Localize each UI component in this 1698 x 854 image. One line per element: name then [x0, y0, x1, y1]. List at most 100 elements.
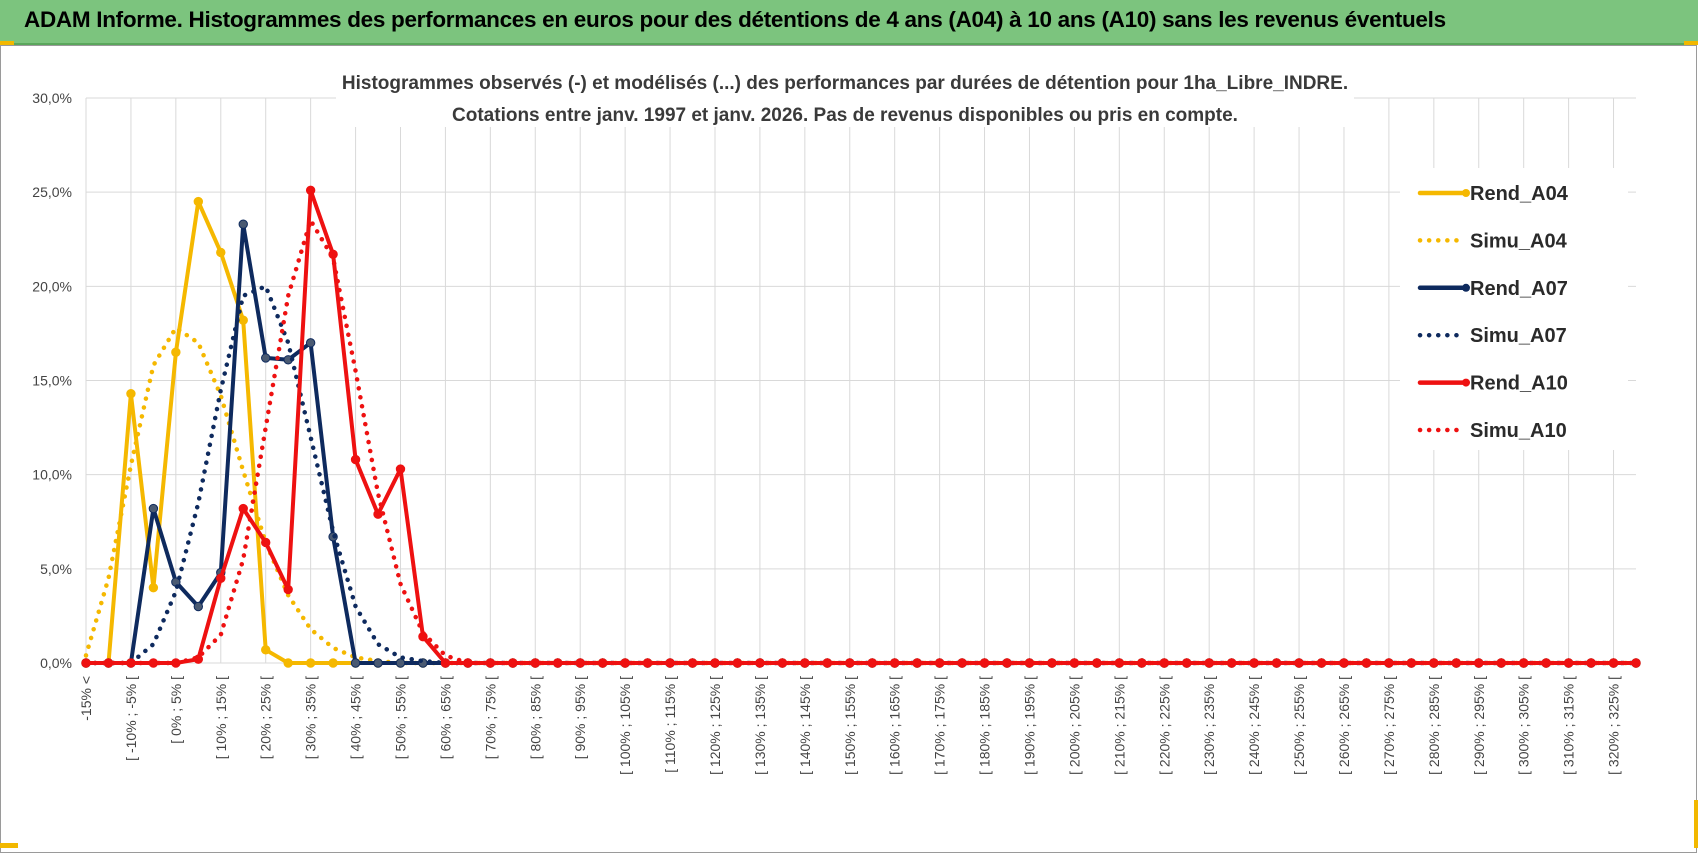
data-point: [238, 315, 248, 325]
series-Simu_A10: [83, 218, 1639, 666]
chart-legend: Rend_A04 Simu_A04 Rend_A07 Simu_A07 Rend_A10…: [1400, 168, 1628, 450]
data-point: [350, 454, 361, 465]
data-point: [261, 353, 271, 363]
data-point: [216, 573, 226, 583]
x-tick-label: [ 230% ; 235% [: [1201, 676, 1217, 775]
x-tick-label: [ 140% ; 145% [: [797, 676, 813, 775]
data-point: [126, 388, 136, 399]
x-tick-label: [ 280% ; 285% [: [1426, 676, 1442, 775]
data-point: [193, 196, 204, 207]
legend-label: Simu_A04: [1470, 230, 1568, 252]
x-tick-label: [ 250% ; 255% [: [1291, 676, 1307, 775]
chart-frame: [0, 45, 1697, 853]
title-backdrop: [336, 63, 1354, 127]
legend-item-Rend_A04: Rend_A04: [1417, 183, 1569, 205]
x-tick-label: [ 320% ; 325% [: [1606, 676, 1622, 775]
legend-item-Simu_A07: Simu_A07: [1417, 325, 1567, 347]
x-tick-label: [ 70% ; 75% [: [482, 676, 498, 759]
data-point: [283, 584, 293, 595]
legend-item-Rend_A07: Rend_A07: [1417, 278, 1568, 300]
x-tick-label: [ 180% ; 185% [: [977, 676, 993, 775]
data-point: [305, 338, 316, 348]
x-tick-label: [ 20% ; 25% [: [258, 676, 274, 759]
data-point: [283, 658, 293, 668]
data-point: [238, 219, 248, 229]
x-tick-label: [ 240% ; 245% [: [1246, 676, 1262, 775]
x-tick-label: [ 130% ; 135% [: [752, 676, 768, 775]
grid-lines: [85, 97, 1636, 664]
x-tick-label: [ 100% ; 105% [: [617, 676, 633, 775]
data-point: [328, 658, 338, 668]
legend-label: Rend_A10: [1470, 373, 1568, 395]
data-point: [193, 601, 204, 612]
report-header: ADAM Informe. Histogrammes des performan…: [0, 0, 1698, 45]
x-tick-label: [ 90% ; 95% [: [572, 676, 588, 759]
x-tick-label: [ 80% ; 85% [: [527, 676, 543, 759]
y-tick-label: 5,0%: [40, 561, 72, 577]
legend-marker: [1462, 283, 1470, 292]
data-point: [395, 658, 406, 668]
report-title: ADAM Informe. Histogrammes des performan…: [24, 7, 1446, 32]
data-point: [373, 658, 383, 668]
legend-label: Rend_A07: [1470, 278, 1568, 300]
data-point: [261, 645, 271, 655]
series-line: [83, 218, 1639, 666]
legend-backdrop: [1400, 168, 1628, 450]
x-tick-label: [ 150% ; 155% [: [842, 676, 858, 775]
x-tick-label: [ 300% ; 305% [: [1516, 676, 1532, 775]
y-tick-label: 10,0%: [32, 467, 72, 483]
x-tick-label: [ 200% ; 205% [: [1066, 676, 1082, 775]
x-tick-label: [ 40% ; 45% [: [348, 676, 364, 759]
corner-accent-bottom-right: [1694, 800, 1698, 848]
y-tick-label: 15,0%: [32, 373, 72, 389]
data-point: [216, 247, 226, 258]
data-point: [148, 503, 159, 514]
x-tick-label: [ 160% ; 165% [: [887, 676, 903, 775]
x-tick-label: [ 170% ; 175% [: [932, 676, 948, 775]
x-tick-label: [ 110% ; 115% [: [662, 676, 678, 773]
data-point: [238, 503, 248, 514]
data-point: [440, 658, 451, 668]
legend-item-Simu_A10: Simu_A10: [1417, 420, 1567, 442]
x-tick-label: [ 290% ; 295% [: [1471, 676, 1487, 775]
x-tick-label: [ 0% ; 5% [: [168, 676, 184, 744]
x-tick-label: [ 310% ; 315% [: [1561, 676, 1577, 775]
y-tick-label: 20,0%: [32, 278, 72, 294]
data-point: [305, 185, 316, 195]
legend-marker: [1462, 189, 1470, 197]
x-tick-label: -15% <: [78, 676, 94, 721]
y-tick-label: 25,0%: [32, 184, 72, 200]
legend-marker: [1462, 378, 1470, 387]
chart-title-line: Cotations entre janv. 1997 et janv. 2026…: [452, 105, 1238, 126]
x-tick-label: [ -10% ; -5% [: [123, 676, 139, 761]
data-point: [171, 347, 181, 357]
chart-title-line: Histogrammes observés (-) et modélisés (…: [342, 73, 1348, 94]
legend-label: Rend_A04: [1470, 183, 1569, 205]
legend-item-Simu_A04: Simu_A04: [1417, 230, 1568, 252]
x-tick-label: [ 60% ; 65% [: [437, 676, 453, 759]
series-lines: [81, 185, 1641, 668]
y-tick-label: 0,0%: [40, 655, 72, 671]
legend-item-Rend_A10: Rend_A10: [1417, 373, 1568, 395]
x-tick-label: [ 10% ; 15% [: [213, 676, 229, 759]
x-tick-label: [ 260% ; 265% [: [1336, 676, 1352, 775]
x-tick-label: [ 270% ; 275% [: [1381, 676, 1397, 775]
data-point: [148, 582, 159, 593]
x-tick-label: [ 120% ; 125% [: [707, 676, 723, 775]
data-point: [261, 537, 271, 548]
corner-accent-top-left: [0, 41, 14, 45]
corner-accent-bottom-left: [0, 843, 18, 848]
data-point: [395, 464, 406, 474]
legend-label: Simu_A07: [1470, 325, 1567, 347]
x-tick-label: [ 210% ; 215% [: [1111, 676, 1127, 775]
y-axis-tick-labels: 0,0% 5,0% 10,0% 15,0% 20,0% 25,0% 30,0%: [32, 90, 72, 671]
x-tick-label: [ 50% ; 55% [: [392, 676, 408, 759]
data-point: [305, 658, 316, 668]
corner-accent-top-right: [1684, 41, 1698, 45]
y-tick-label: 30,0%: [32, 90, 72, 106]
x-tick-label: [ 220% ; 225% [: [1156, 676, 1172, 775]
x-axis-tick-labels: -15% < [ -10% ; -5% [ [ 0% ; 5% [ [ 10% ; 1…: [78, 676, 1622, 775]
data-point: [350, 658, 361, 668]
x-tick-label: [ 30% ; 35% [: [303, 676, 319, 759]
